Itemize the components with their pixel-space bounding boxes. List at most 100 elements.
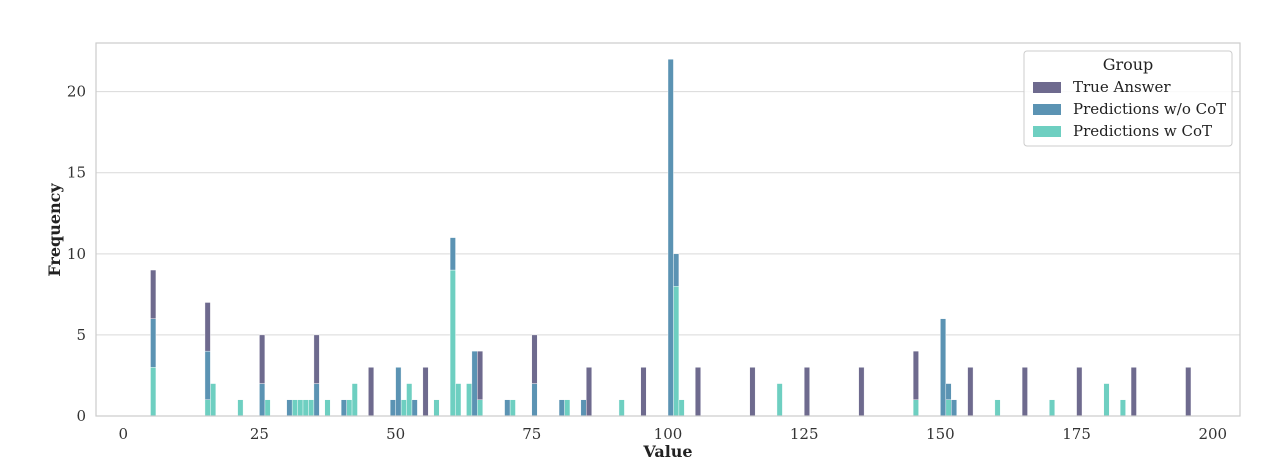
x-tick-labels: 0 25 50 75 100 125 150 175 200 bbox=[118, 425, 1227, 443]
bar-predictions-w-o-cot bbox=[204, 350, 211, 400]
bar-predictions-w-cot bbox=[678, 399, 685, 417]
y-axis-label: Frequency bbox=[45, 183, 64, 277]
plot-frame bbox=[95, 42, 1241, 417]
bar-predictions-w-o-cot bbox=[150, 318, 157, 368]
legend-swatch-predictions-without-cot bbox=[1033, 104, 1061, 115]
y-tick-label: 10 bbox=[67, 245, 86, 263]
bar-predictions-w-cot bbox=[1103, 383, 1110, 417]
bar-predictions-w-cot bbox=[455, 383, 462, 417]
bar-true-answer bbox=[1130, 367, 1137, 417]
bar-true-answer bbox=[422, 367, 429, 417]
bar-predictions-w-cot bbox=[912, 399, 919, 417]
bar-true-answer bbox=[803, 367, 810, 417]
bar-true-answer bbox=[858, 367, 865, 417]
bar-predictions-w-cot bbox=[618, 399, 625, 417]
bar-true-answer bbox=[477, 350, 483, 400]
legend-swatch-predictions-with-cot bbox=[1033, 126, 1061, 137]
bar-predictions-w-cot bbox=[466, 383, 473, 417]
legend-swatch-true-answer bbox=[1033, 82, 1061, 93]
x-tick-label: 50 bbox=[386, 425, 405, 443]
bar-true-answer bbox=[1185, 367, 1192, 417]
bar-predictions-w-cot bbox=[945, 399, 952, 417]
bar-predictions-w-o-cot bbox=[940, 318, 947, 417]
legend-title: Group bbox=[1103, 55, 1154, 74]
bar-true-answer bbox=[313, 334, 320, 384]
bar-predictions-w-cot bbox=[346, 399, 353, 417]
y-tick-labels: 0 5 10 15 20 bbox=[67, 83, 86, 425]
bar-predictions-w-o-cot bbox=[504, 399, 511, 417]
bar-true-answer bbox=[204, 302, 211, 352]
bar-predictions-w-o-cot bbox=[673, 253, 680, 287]
bar-predictions-w-cot bbox=[302, 399, 309, 417]
bar-predictions-w-cot bbox=[449, 269, 456, 417]
bar-predictions-w-o-cot bbox=[471, 350, 478, 417]
bar-true-answer bbox=[967, 367, 974, 417]
bar-predictions-w-cot bbox=[433, 399, 440, 417]
x-tick-label: 0 bbox=[118, 425, 128, 443]
bar-predictions-w-o-cot bbox=[411, 399, 418, 417]
x-tick-label: 25 bbox=[250, 425, 269, 443]
bar-predictions-w-cot bbox=[776, 383, 783, 417]
bar-predictions-w-cot bbox=[308, 399, 315, 417]
bars bbox=[150, 59, 1192, 417]
x-tick-label: 75 bbox=[522, 425, 541, 443]
bar-predictions-w-o-cot bbox=[286, 399, 293, 417]
y-tick-label: 5 bbox=[76, 326, 86, 344]
bar-predictions-w-cot bbox=[237, 399, 244, 417]
bar-true-answer bbox=[695, 367, 701, 417]
x-axis-label: Value bbox=[642, 442, 692, 461]
bar-true-answer bbox=[368, 367, 375, 417]
bar-predictions-w-o-cot bbox=[395, 367, 402, 417]
bar-predictions-w-cot bbox=[204, 399, 211, 417]
legend-label-true-answer: True Answer bbox=[1073, 78, 1171, 96]
legend-label-predictions-without-cot: Predictions w/o CoT bbox=[1073, 100, 1226, 118]
bar-true-answer bbox=[912, 350, 919, 400]
bar-predictions-w-cot bbox=[297, 399, 304, 417]
bar-predictions-w-o-cot bbox=[531, 383, 538, 417]
bar-predictions-w-cot bbox=[994, 399, 1001, 417]
bar-true-answer bbox=[259, 334, 266, 384]
bar-predictions-w-o-cot bbox=[449, 237, 456, 271]
bar-predictions-w-cot bbox=[1049, 399, 1055, 417]
y-tick-label: 15 bbox=[67, 164, 86, 182]
bar-predictions-w-cot bbox=[150, 367, 157, 417]
bar-predictions-w-cot bbox=[509, 399, 516, 417]
x-tick-label: 200 bbox=[1198, 425, 1227, 443]
bar-true-answer bbox=[749, 367, 756, 417]
legend-label-predictions-with-cot: Predictions w CoT bbox=[1073, 122, 1212, 140]
x-tick-label: 100 bbox=[654, 425, 683, 443]
x-tick-label: 150 bbox=[926, 425, 955, 443]
bar-true-answer bbox=[586, 367, 592, 417]
bar-predictions-w-cot bbox=[291, 399, 298, 417]
bar-true-answer bbox=[150, 269, 157, 319]
y-tick-label: 20 bbox=[67, 83, 86, 101]
bar-predictions-w-o-cot bbox=[389, 399, 396, 417]
bar-predictions-w-cot bbox=[264, 399, 271, 417]
bar-predictions-w-cot bbox=[564, 399, 571, 417]
bar-predictions-w-cot bbox=[673, 286, 680, 417]
legend-frame bbox=[1023, 50, 1233, 147]
bar-predictions-w-cot bbox=[351, 383, 358, 417]
bar-predictions-w-o-cot bbox=[340, 399, 347, 417]
bar-predictions-w-o-cot bbox=[558, 399, 565, 417]
bar-predictions-w-cot bbox=[406, 383, 413, 417]
x-tick-label: 175 bbox=[1062, 425, 1091, 443]
bar-predictions-w-o-cot bbox=[945, 383, 952, 400]
bar-predictions-w-cot bbox=[400, 399, 407, 417]
bar-predictions-w-cot bbox=[210, 383, 217, 417]
bar-predictions-w-cot bbox=[1119, 399, 1126, 417]
bar-predictions-w-o-cot bbox=[313, 383, 320, 417]
bar-true-answer bbox=[1021, 367, 1028, 417]
x-tick-label: 125 bbox=[790, 425, 819, 443]
bar-predictions-w-o-cot bbox=[667, 59, 674, 417]
bar-predictions-w-o-cot bbox=[259, 383, 266, 417]
bar-predictions-w-o-cot bbox=[951, 399, 957, 417]
bar-predictions-w-cot bbox=[324, 399, 331, 417]
legend: Group True Answer Predictions w/o CoT Pr… bbox=[1023, 50, 1233, 147]
bar-predictions-w-o-cot bbox=[580, 399, 587, 417]
bar-predictions-w-cot bbox=[477, 399, 483, 417]
bar-true-answer bbox=[640, 367, 647, 417]
bar-true-answer bbox=[1076, 367, 1083, 417]
y-tick-label: 0 bbox=[76, 407, 86, 425]
